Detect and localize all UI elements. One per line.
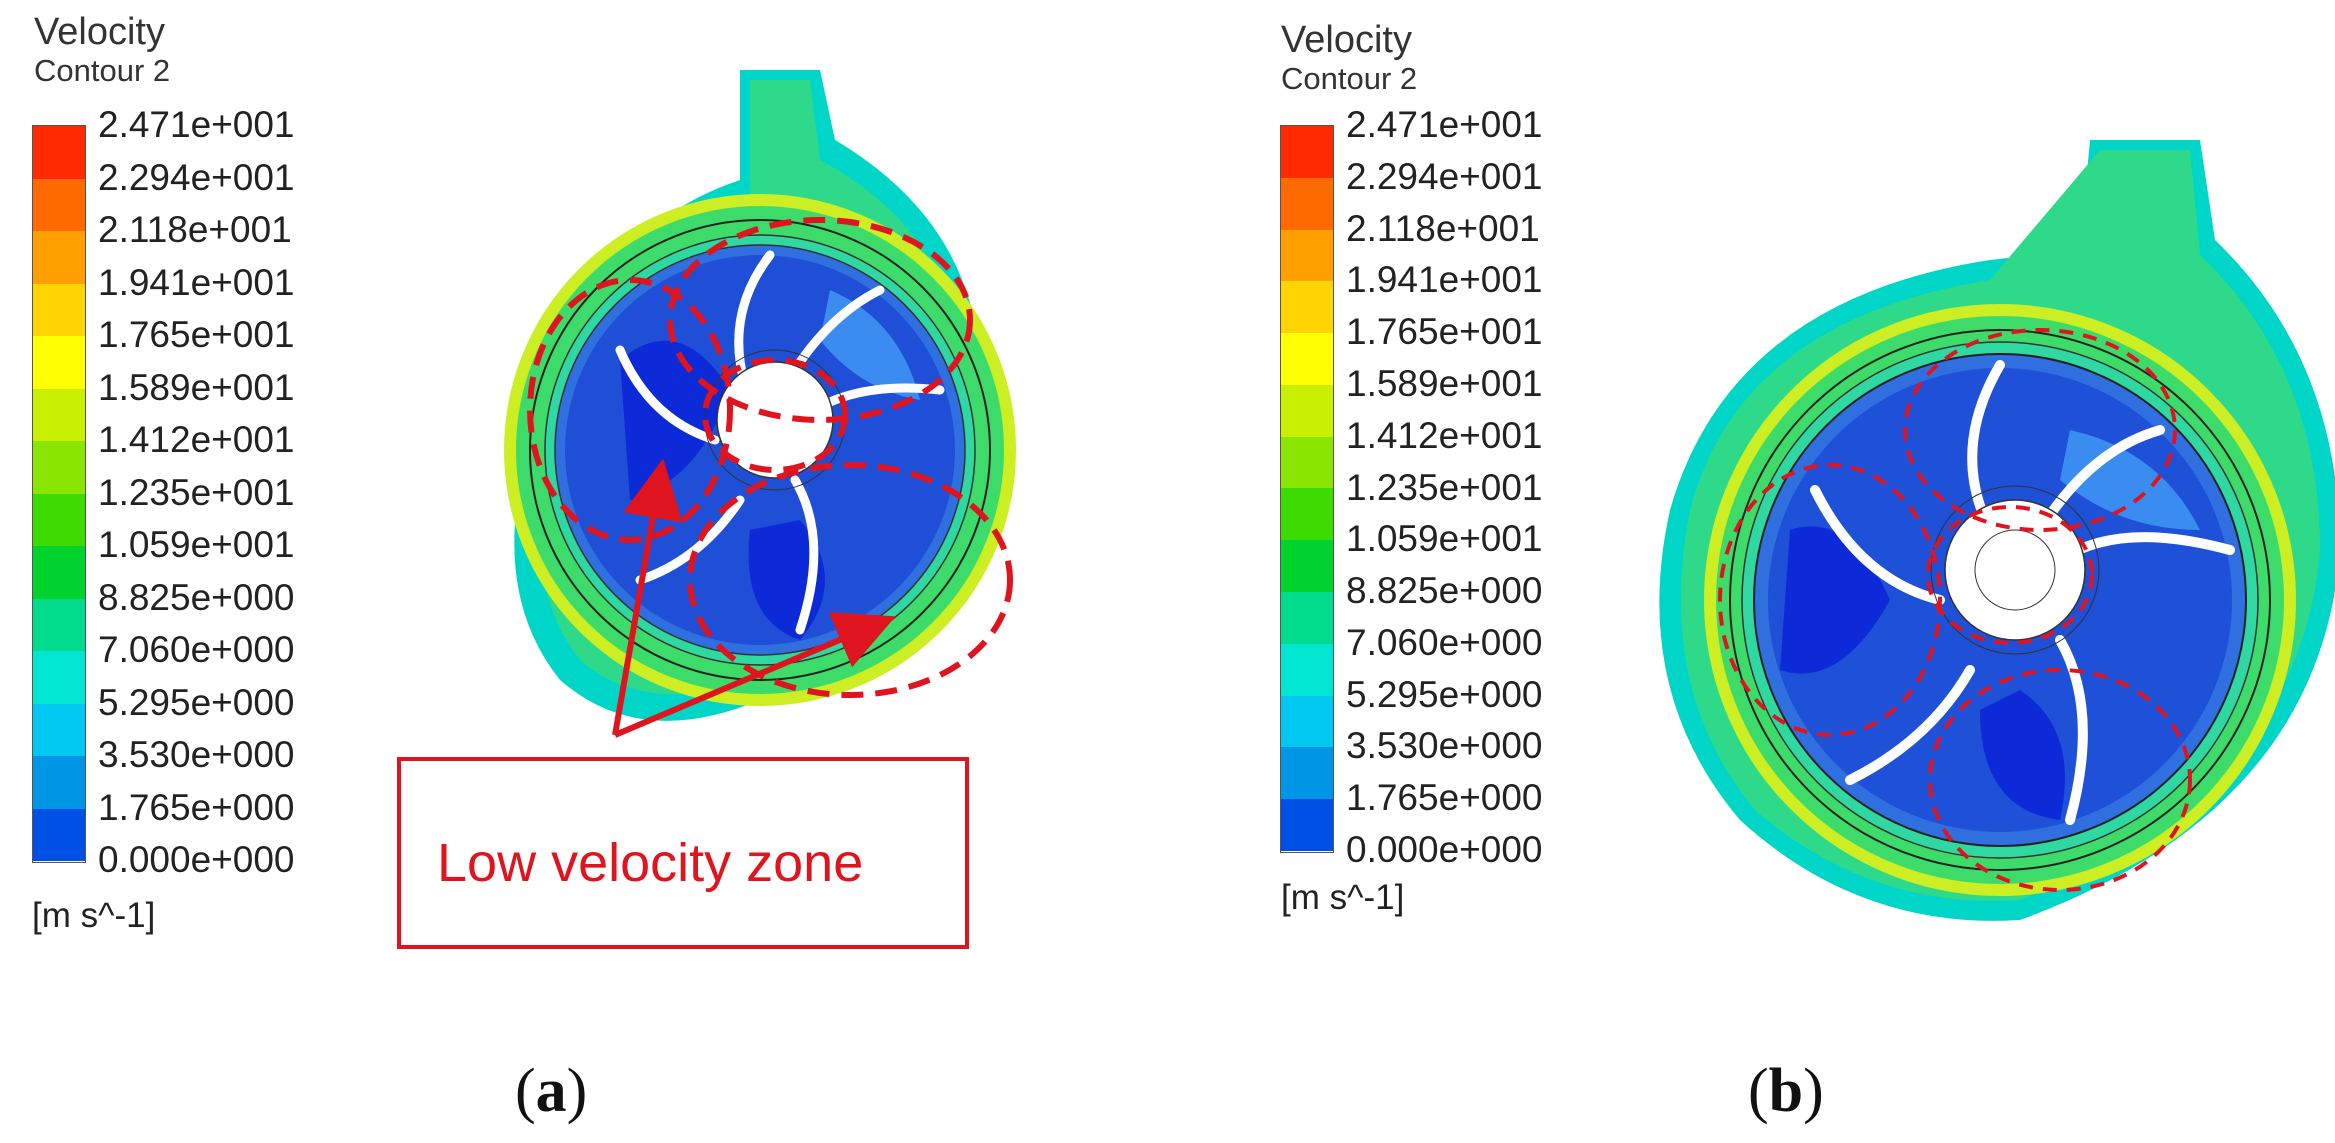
colorbar-tick-label: 1.941e+001: [1346, 259, 1543, 301]
colorbar-tick-label: 1.235e+001: [98, 471, 295, 513]
caption-letter: a: [535, 1057, 567, 1125]
low-velocity-zone-markers: [527, 217, 1013, 698]
colorbar-swatch: [33, 126, 85, 179]
colorbar-swatch: [33, 651, 85, 704]
legend-subtitle: Contour 2: [1281, 61, 1418, 96]
colorbar-swatch: [33, 388, 85, 441]
colorbar-tick-label: 1.765e+001: [98, 314, 295, 355]
colorbar-swatch: [33, 546, 85, 599]
annotation-arrows: [612, 458, 896, 738]
colorbar-tick-label: 2.294e+001: [98, 156, 295, 198]
colorbar-tick-label: 1.059e+001: [98, 524, 295, 565]
hub-ring: [1930, 485, 2100, 655]
colorbar-tick-label: 1.412e+001: [1346, 414, 1543, 456]
colorbar-tick-label: 1.765e+000: [1346, 777, 1543, 819]
caption-a: (a): [515, 1057, 588, 1125]
low-velocity-patch: [1980, 690, 2065, 820]
colorbar-tick-label: 8.825e+000: [1346, 570, 1543, 612]
colorbar-swatch: [33, 598, 85, 651]
colorbar-swatch: [1281, 592, 1333, 644]
caption-b: (b): [1748, 1057, 1824, 1125]
colorbar-swatch: [1281, 177, 1333, 230]
colorbar-tick-label: 2.471e+001: [1346, 104, 1543, 145]
colorbar: [32, 125, 86, 863]
colorbar-tick-label: 5.295e+000: [98, 681, 295, 723]
colorbar-swatch: [33, 231, 85, 284]
colorbar-tick-label: 1.941e+001: [98, 261, 295, 303]
colorbar-tick-label: 1.765e+001: [1346, 311, 1543, 353]
low-velocity-zone-markers: [1718, 328, 2192, 892]
velocity-contour-plot: [504, 70, 1016, 721]
colorbar-tick-label: 2.471e+001: [98, 104, 295, 145]
unit-label: [m s^-1]: [32, 896, 156, 935]
colorbar-swatch: [1281, 643, 1333, 696]
colorbar-swatch: [1281, 540, 1333, 593]
colorbar-tick-label: 1.059e+001: [1346, 518, 1543, 560]
colorbar-swatch: [33, 178, 85, 231]
annotation-label: Low velocity zone: [437, 833, 864, 893]
colorbar-swatch: [1281, 229, 1333, 282]
legend-subtitle: Contour 2: [34, 53, 171, 88]
colorbar-tick-label: 3.530e+000: [98, 734, 295, 775]
colorbar-swatch: [1281, 747, 1333, 800]
impeller-blades: [615, 250, 945, 635]
colorbar-swatch: [1281, 799, 1333, 851]
colorbar-swatch: [33, 283, 85, 336]
caption-letter: b: [1768, 1057, 1804, 1125]
colorbar-tick-label: 1.765e+000: [98, 786, 295, 828]
volute-yellow-band: [1704, 304, 2296, 896]
colorbar-tick-label: 8.825e+000: [98, 576, 295, 618]
colorbar-swatch: [33, 493, 85, 546]
colorbar-tick-label: 0.000e+000: [98, 839, 295, 880]
colorbar-swatch: [1281, 488, 1333, 541]
colorbar-tick-label: 2.294e+001: [1346, 155, 1543, 197]
colorbar-tick-label: 5.295e+000: [1346, 673, 1543, 715]
colorbar-tick-label: 2.118e+001: [1346, 207, 1540, 249]
colorbar-tick-label: 7.060e+000: [98, 629, 295, 670]
colorbar-swatch: [1281, 384, 1333, 437]
colorbar-swatch: [33, 336, 85, 389]
colorbar-tick-label: 1.235e+001: [1346, 466, 1543, 508]
velocity-patch: [2060, 430, 2200, 530]
panel-a: Velocity Contour 2 2.471e+001 2.294e+001 2…: [32, 11, 1016, 1125]
legend-title: Velocity: [1281, 19, 1412, 61]
colorbar-tick-label: 1.589e+001: [98, 366, 295, 408]
annotation-box: Low velocity zone: [397, 757, 969, 949]
hub: [1944, 499, 2086, 641]
colorbar-swatch: [33, 808, 85, 861]
colorbar-swatch: [1281, 695, 1333, 748]
colorbar-swatch: [1281, 126, 1333, 178]
colorbar-swatch: [33, 441, 85, 494]
colorbar-tick-label: 7.060e+000: [1346, 621, 1543, 663]
colorbar-swatch: [33, 703, 85, 756]
colorbar-tick-label: 3.530e+000: [1346, 725, 1543, 767]
colorbar-tick-label: 2.118e+001: [98, 209, 292, 250]
colorbar-swatch: [1281, 333, 1333, 385]
colorbar-swatch: [33, 756, 85, 809]
legend-title: Velocity: [34, 11, 165, 53]
colorbar: [1280, 125, 1334, 853]
colorbar-tick-label: 0.000e+000: [1346, 829, 1543, 870]
colorbar-swatch: [1281, 281, 1333, 334]
velocity-contour-plot: [1659, 140, 2335, 921]
unit-label: [m s^-1]: [1281, 878, 1405, 917]
panel-b: Velocity Contour 2 2.471e+001 2.294e+001 2…: [1250, 0, 2335, 1143]
colorbar-swatch: [1281, 436, 1333, 489]
colorbar-tick-label: 1.589e+001: [1346, 362, 1543, 404]
volute-yellow-band: [504, 194, 1016, 706]
colorbar-tick-label: 1.412e+001: [98, 419, 295, 460]
